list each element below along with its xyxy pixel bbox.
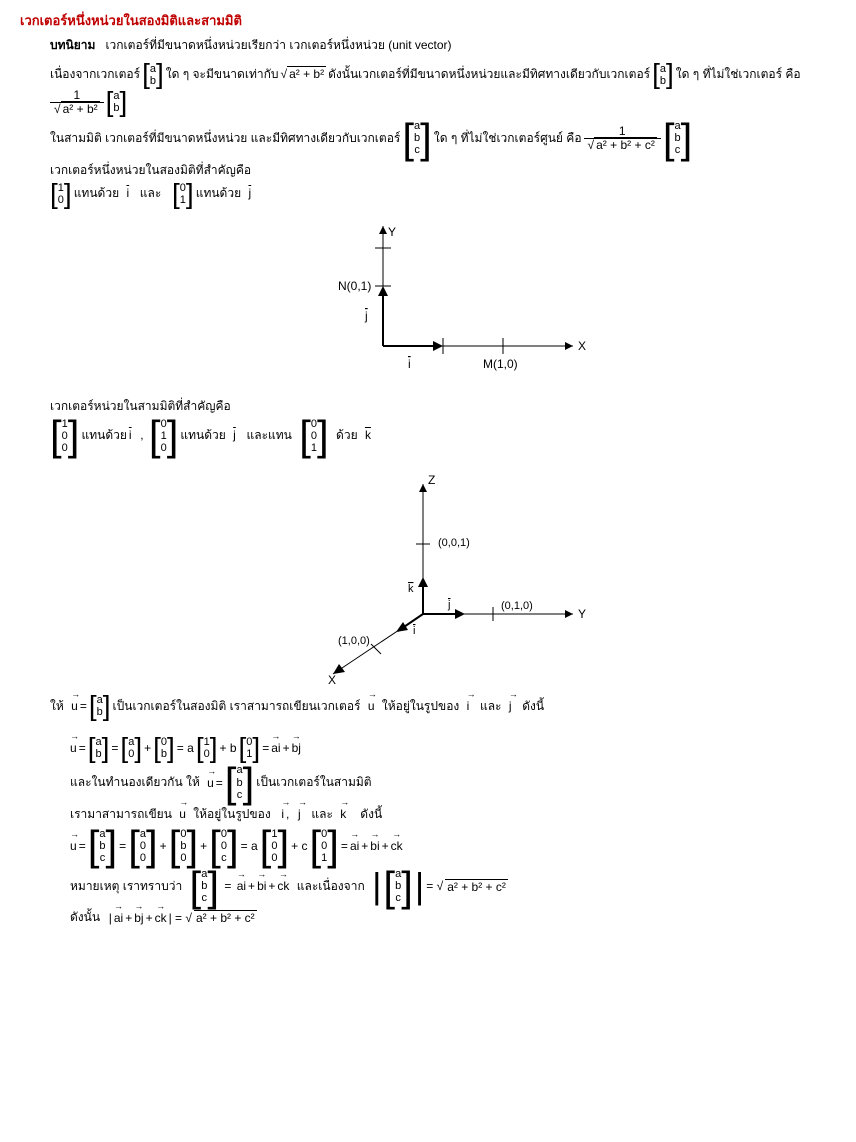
text: ใด ๆ ที่ไม่ใช่เวกเตอร์ คือ [676, 64, 801, 86]
text: ใด ๆ จะมีขนาดเท่ากับ [166, 64, 279, 86]
eq-3d-expand: u = [abc] = [a00] + [0b0] + [00c] = a[10… [70, 828, 836, 864]
svg-text:j: j [364, 309, 368, 323]
fraction: 1 √a² + b² [50, 89, 104, 116]
text: และ [140, 183, 162, 205]
line-2d-unit: เนื่องจากเวกเตอร์ [ab] ใด ๆ จะมีขนาดเท่า… [50, 63, 836, 117]
text: ให้อยู่ในรูปของ [193, 805, 270, 824]
page-title: เวกเตอร์หนึ่งหน่วยในสองมิติและสามมิติ [20, 10, 836, 31]
text: แทนด้วย [180, 425, 225, 447]
line-3d-unit: ในสามมิติ เวกเตอร์ที่มีขนาดหนึ่งหน่วย แล… [50, 120, 836, 156]
we-can-write-3d: เรามาสามารถเขียน u ให้อยู่ในรูปของ i, j … [70, 805, 836, 824]
svg-text:X: X [578, 339, 586, 353]
svg-text:i: i [413, 625, 415, 637]
svg-text:(1,0,0): (1,0,0) [338, 635, 370, 647]
definition-row: บทนิยาม เวกเตอร์ที่มีขนาดหนึ่งหน่วยเรียก… [50, 35, 836, 57]
svg-text:(0,1,0): (0,1,0) [501, 600, 533, 612]
vec-i: i [126, 183, 129, 205]
let-u-2d: ให้ u = [ab] เป็นเวกเตอร์ในสองมิติ เราสา… [50, 694, 836, 718]
svg-text:(0,0,1): (0,0,1) [438, 537, 470, 549]
text: หมายเหตุ เราทราบว่า [70, 877, 182, 896]
vec-u: u [71, 699, 78, 713]
text: เป็นเวกเตอร์ในสามมิติ [256, 773, 371, 792]
vector-ab: [ab] [652, 63, 674, 87]
text: ดังนี้ [522, 697, 544, 716]
vec-j: j [509, 699, 512, 713]
svg-text:Y: Y [388, 225, 396, 239]
note-row: หมายเหตุ เราทราบว่า [abc] = ai + bi + ck… [70, 868, 836, 904]
svg-text:Z: Z [428, 473, 435, 487]
text: ด้วย [336, 425, 358, 447]
text: และ [480, 697, 502, 716]
svg-text:j: j [447, 599, 450, 611]
text: และ [311, 805, 333, 824]
vec-u: u [207, 776, 214, 790]
text: เรามาสามารถเขียน [70, 805, 172, 824]
text: แทนด้วย [196, 183, 241, 205]
vector-ab: [ab] [142, 63, 164, 87]
vec-u: u [368, 699, 375, 713]
sec-2d-basis: เวกเตอร์หนึ่งหน่วยในสองมิติที่สำคัญคือ [… [50, 160, 836, 206]
vec-k: k [365, 425, 371, 447]
text: แทนด้วย [81, 425, 126, 447]
text: เป็นเวกเตอร์ในสองมิติ เราสามารถเขียนเวกเ… [113, 697, 361, 716]
therefore-row: ดังนั้น |ai + bj + ck| = √a² + b² + c² [70, 908, 836, 927]
fraction: 1 √a² + b² + c² [584, 125, 661, 152]
vec-u: u [179, 807, 186, 821]
text: ให้อยู่ในรูปของ [382, 697, 459, 716]
svg-text:k: k [408, 583, 414, 595]
sqrt-abc: a² + b² + c² [194, 910, 257, 925]
subtitle: เวกเตอร์หนึ่งหน่วยในสองมิติที่สำคัญคือ [50, 160, 836, 182]
vec-u: u [70, 839, 77, 853]
vector-abc: [abc] [663, 120, 692, 156]
vec-u: u [70, 741, 77, 755]
svg-text:X: X [328, 673, 336, 684]
vec-i: i [129, 425, 132, 447]
text: ดังนั้นเวกเตอร์ที่มีขนาดหนึ่งหน่วยและมีท… [328, 64, 650, 86]
sec-3d-basis: เวกเตอร์หน่วยในสามมิติที่สำคัญคือ [100] … [50, 396, 836, 454]
svg-text:N(0,1): N(0,1) [338, 279, 371, 293]
text: แทนด้วย [74, 183, 119, 205]
vec-j: j [298, 807, 301, 821]
vec-k: k [340, 807, 346, 821]
svg-text:M(1,0): M(1,0) [483, 357, 518, 371]
svg-text:i: i [408, 357, 411, 371]
vec-j: j [248, 183, 251, 205]
text: ดังนั้น [70, 908, 100, 927]
text: ให้ [50, 697, 64, 716]
vec-j: j [233, 425, 236, 447]
text: ใด ๆ ที่ไม่ใช่เวกเตอร์ศูนย์ คือ [434, 128, 582, 150]
same-way-3d: และในทำนองเดียวกัน ให้ u = [abc] เป็นเวก… [70, 764, 836, 800]
diagram-2d: Y X N(0,1) M(1,0) j i [253, 216, 603, 386]
text: ในสามมิติ เวกเตอร์ที่มีขนาดหนึ่งหน่วย แล… [50, 128, 400, 150]
text: และเนื่องจาก [297, 877, 365, 896]
sqrt-abc: a² + b² + c² [445, 879, 508, 894]
def-label: บทนิยาม [50, 38, 95, 52]
vec-i: i [467, 699, 470, 713]
diagram-3d: Z Y X (0,0,1) (0,1,0) (1,0,0) k j i [253, 464, 603, 684]
text: และแทน [246, 425, 291, 447]
sqrt-ab: √a² + b² [280, 64, 326, 86]
text: ดังนี้ [360, 805, 382, 824]
vector-abc: [abc] [402, 120, 431, 156]
eq-2d-expand: u = [ab] = [a0] + [0b] = a[10] + b[01] =… [70, 736, 836, 760]
vector-ab: [ab] [106, 90, 128, 114]
text: เนื่องจากเวกเตอร์ [50, 64, 140, 86]
vec-i: i [281, 807, 284, 821]
text: และในทำนองเดียวกัน ให้ [70, 773, 200, 792]
svg-text:Y: Y [578, 607, 586, 621]
def-text: เวกเตอร์ที่มีขนาดหนึ่งหน่วยเรียกว่า เวกเ… [105, 38, 451, 52]
